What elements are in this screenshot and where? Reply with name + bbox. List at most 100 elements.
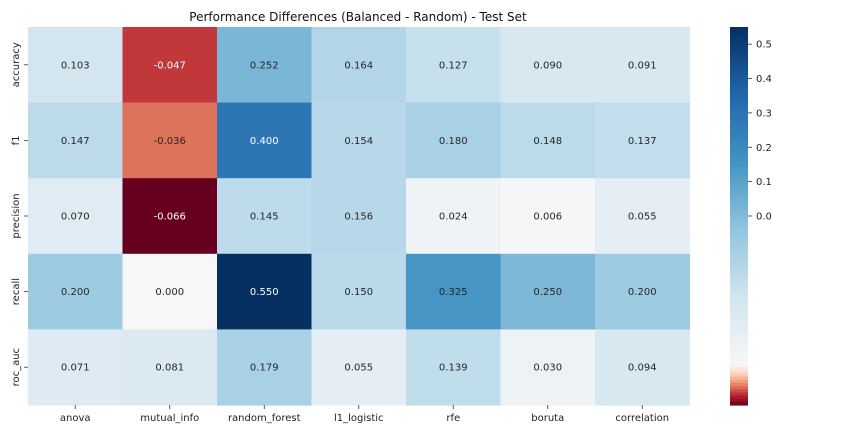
colorbar-strip (730, 222, 748, 227)
colorbar-strip (730, 386, 748, 390)
heatmap-cell-f1-l1_logistic (311, 102, 407, 179)
colorbar-strip (730, 335, 748, 340)
colorbar-strip (730, 187, 748, 192)
colorbar-strip (730, 197, 748, 201)
colorbar-strip (730, 263, 748, 267)
colorbar-strip (730, 244, 748, 249)
heatmap-cell-f1-correlation (595, 102, 691, 179)
cell-label-accuracy-mutual_info: -0.047 (154, 60, 186, 71)
colorbar-strip (730, 241, 748, 245)
colorbar-strip (730, 272, 748, 277)
colorbar-tick-label: 0.1 (756, 177, 772, 188)
colorbar-tick-label: 0.3 (756, 108, 772, 119)
colorbar-strip (730, 134, 748, 138)
colorbar-strip (730, 175, 748, 179)
cell-label-recall-mutual_info: 0.000 (155, 287, 184, 298)
heatmap-cell-roc_auc-l1_logistic (311, 329, 407, 406)
colorbar-strip (730, 83, 748, 88)
colorbar-strip (730, 102, 748, 107)
x-tick-label-boruta: boruta (531, 413, 564, 424)
heatmap-cell-accuracy-mutual_info (122, 27, 218, 104)
heatmap-cell-recall-correlation (595, 253, 691, 330)
colorbar-strip (730, 364, 748, 368)
cell-label-recall-correlation: 0.200 (628, 287, 657, 298)
cell-label-roc_auc-l1_logistic: 0.055 (344, 363, 373, 374)
colorbar-strip (730, 212, 748, 217)
colorbar-strip (730, 395, 748, 400)
cell-label-accuracy-rfe: 0.127 (439, 60, 468, 71)
colorbar-tick-label: 0.0 (756, 212, 772, 223)
cell-label-roc_auc-random_forest: 0.179 (250, 363, 279, 374)
colorbar-strip (730, 301, 748, 305)
cell-label-accuracy-random_forest: 0.252 (250, 60, 279, 71)
colorbar-strip (730, 376, 748, 381)
cell-label-roc_auc-rfe: 0.139 (439, 363, 468, 374)
colorbar-strip (730, 149, 748, 154)
x-axis-ticks: anova mutual_info random_forest l1_logistic… (60, 405, 669, 424)
colorbar-strip (730, 55, 748, 60)
colorbar-strip (730, 250, 748, 255)
colorbar-strip (730, 143, 748, 148)
colorbar-strip (730, 39, 748, 44)
colorbar-strip (730, 310, 748, 315)
cell-label-roc_auc-correlation: 0.094 (628, 363, 657, 374)
cell-label-accuracy-boruta: 0.090 (533, 60, 562, 71)
colorbar-strip (730, 401, 748, 406)
chart-title: Performance Differences (Balanced - Rand… (189, 10, 527, 24)
heatmap-cell-recall-random_forest (217, 253, 313, 330)
colorbar-strip (730, 247, 748, 252)
colorbar-strip (730, 58, 748, 63)
heatmap-cell-precision-correlation (595, 178, 691, 255)
colorbar-strip (730, 153, 748, 157)
y-tick-label-roc_auc: roc_auc (11, 348, 22, 386)
colorbar-strip (730, 86, 748, 91)
colorbar-strip (730, 49, 748, 53)
colorbar-strip (730, 307, 748, 312)
cell-label-f1-l1_logistic: 0.154 (344, 136, 373, 147)
cell-label-precision-rfe: 0.024 (439, 212, 468, 223)
colorbar-strip (730, 357, 748, 362)
colorbar-strip (730, 285, 748, 290)
cell-label-recall-boruta: 0.250 (533, 287, 562, 298)
colorbar-strip (730, 190, 748, 195)
heatmap-cell-precision-boruta (500, 178, 596, 255)
colorbar-strip (730, 282, 748, 286)
colorbar-strip (730, 184, 748, 189)
colorbar-strip (730, 304, 748, 308)
colorbar-strip (730, 326, 748, 330)
colorbar-strip (730, 234, 748, 239)
colorbar-strip (730, 354, 748, 359)
cell-label-roc_auc-boruta: 0.030 (533, 363, 562, 374)
colorbar-strip (730, 127, 748, 132)
colorbar-strip (730, 64, 748, 69)
x-tick-label-correlation: correlation (615, 413, 669, 424)
colorbar-strip (730, 260, 748, 264)
cell-label-accuracy-correlation: 0.091 (628, 60, 657, 71)
heatmap-cell-recall-l1_logistic (311, 253, 407, 330)
colorbar-strip (730, 162, 748, 167)
y-tick-label-accuracy: accuracy (11, 42, 22, 87)
heatmap-cell-roc_auc-rfe (406, 329, 502, 406)
colorbar-strip (730, 96, 748, 101)
colorbar-tick-label: 0.2 (756, 143, 772, 154)
heatmap-cell-accuracy-correlation (595, 27, 691, 104)
heatmap-cell-precision-random_forest (217, 178, 313, 255)
y-tick-label-recall: recall (11, 278, 22, 305)
colorbar-strip (730, 266, 748, 271)
heatmap-cell-roc_auc-mutual_info (122, 329, 218, 406)
colorbar-strip (730, 238, 748, 242)
colorbar-strip (730, 112, 748, 116)
y-tick-label-f1: f1 (11, 135, 22, 145)
heatmap-cell-roc_auc-boruta (500, 329, 596, 406)
heatmap-cell-f1-boruta (500, 102, 596, 179)
heatmap-cell-recall-boruta (500, 253, 596, 330)
cell-label-f1-anova: 0.147 (61, 136, 90, 147)
colorbar-strip (730, 291, 748, 296)
colorbar-strip (730, 367, 748, 371)
colorbar-strip (730, 392, 748, 397)
colorbar-strip (730, 373, 748, 378)
heatmap-cell-recall-mutual_info (122, 253, 218, 330)
heatmap-cell-precision-rfe (406, 178, 502, 255)
heatmap-cell-recall-rfe (406, 253, 502, 330)
